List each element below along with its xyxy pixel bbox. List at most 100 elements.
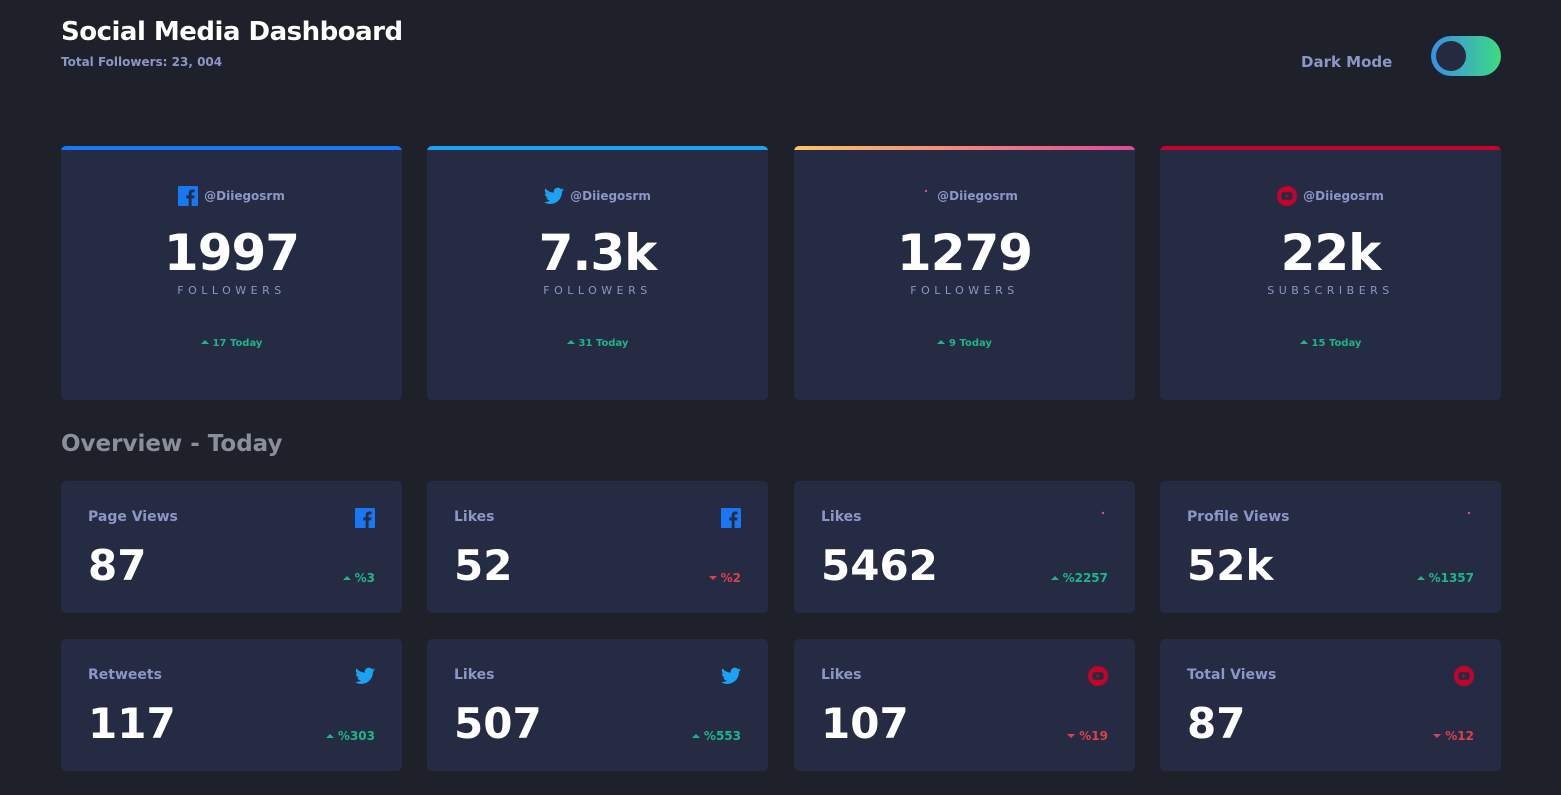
overview-label: Likes [454, 509, 495, 525]
caret-down-icon [1433, 733, 1442, 738]
dark-mode-label: Dark Mode [1301, 53, 1393, 71]
handle-text: @Diiegosrm [204, 189, 285, 203]
overview-value: 107 [821, 699, 909, 748]
overview-change-text: %19 [1079, 729, 1108, 743]
overview-label: Likes [821, 509, 862, 525]
handle-text: @Diiegosrm [570, 189, 651, 203]
card-top-bar [61, 146, 402, 150]
overview-change-text: %3 [354, 571, 375, 585]
caret-up-icon [325, 733, 334, 738]
toggle-knob [1436, 41, 1466, 71]
follower-card-facebook[interactable]: @Diiegosrm 1997 FOLLOWERS 17 Today [61, 146, 402, 400]
overview-title: Overview - Today [61, 431, 283, 457]
overview-value: 87 [1187, 699, 1246, 748]
follower-count: 1997 [163, 224, 300, 282]
caret-up-icon [566, 340, 575, 344]
handle-text: @Diiegosrm [937, 189, 1018, 203]
today-change: 15 Today [1160, 338, 1501, 349]
overview-change: %553 [691, 729, 741, 743]
instagram-icon [1088, 508, 1108, 528]
today-change: 31 Today [427, 338, 768, 349]
header: Social Media Dashboard Total Followers: … [61, 17, 403, 69]
card-handle: @Diiegosrm [1160, 186, 1501, 206]
overview-change-text: %12 [1445, 729, 1474, 743]
today-change: 9 Today [794, 338, 1135, 349]
card-handle: @Diiegosrm [427, 186, 768, 206]
today-change-text: 15 Today [1311, 338, 1362, 349]
caret-down-icon [708, 575, 717, 580]
card-top-bar [794, 146, 1135, 150]
handle-text: @Diiegosrm [1303, 189, 1384, 203]
overview-label: Likes [821, 667, 862, 683]
facebook-icon [178, 186, 199, 206]
overview-card[interactable]: Likes 507 %553 [427, 639, 768, 771]
overview-label: Total Views [1187, 667, 1277, 683]
overview-change: %1357 [1416, 571, 1474, 585]
follower-unit: FOLLOWERS [177, 284, 286, 297]
today-change-text: 31 Today [578, 338, 629, 349]
card-top-bar [1160, 146, 1501, 150]
overview-change: %303 [325, 729, 375, 743]
card-top-bar [427, 146, 768, 150]
overview-change: %3 [342, 571, 375, 585]
follower-unit: FOLLOWERS [910, 284, 1019, 297]
overview-label: Retweets [88, 667, 162, 683]
overview-card[interactable]: Retweets 117 %303 [61, 639, 402, 771]
today-change-text: 17 Today [212, 338, 263, 349]
overview-change: %2257 [1050, 571, 1108, 585]
today-change: 17 Today [61, 338, 402, 349]
overview-change: %19 [1067, 729, 1108, 743]
instagram-icon [911, 186, 931, 206]
overview-change-text: %303 [337, 729, 375, 743]
overview-value: 52 [454, 541, 513, 590]
overview-card[interactable]: Page Views 87 %3 [61, 481, 402, 613]
twitter-icon [544, 186, 565, 206]
overview-change-text: %1357 [1428, 571, 1474, 585]
overview-label: Profile Views [1187, 509, 1290, 525]
overview-card[interactable]: Likes 5462 %2257 [794, 481, 1135, 613]
caret-down-icon [1067, 733, 1076, 738]
overview-card[interactable]: Profile Views 52k %1357 [1160, 481, 1501, 613]
follower-card-twitter[interactable]: @Diiegosrm 7.3k FOLLOWERS 31 Today [427, 146, 768, 400]
dark-mode-toggle[interactable] [1431, 36, 1501, 76]
caret-up-icon [1416, 575, 1425, 580]
overview-value: 507 [454, 699, 542, 748]
card-handle: @Diiegosrm [61, 186, 402, 206]
page-title: Social Media Dashboard [61, 17, 403, 47]
twitter-icon [721, 666, 741, 686]
follower-count: 1279 [896, 224, 1033, 282]
caret-up-icon [691, 733, 700, 738]
total-followers: Total Followers: 23, 004 [61, 55, 223, 69]
follower-card-youtube[interactable]: @Diiegosrm 22k SUBSCRIBERS 15 Today [1160, 146, 1501, 400]
overview-value: 52k [1187, 541, 1274, 590]
facebook-icon [721, 508, 741, 528]
overview-change-text: %2257 [1062, 571, 1108, 585]
follower-unit: SUBSCRIBERS [1267, 284, 1394, 297]
overview-card[interactable]: Likes 52 %2 [427, 481, 768, 613]
overview-value: 117 [88, 699, 176, 748]
follower-cards: @Diiegosrm 1997 FOLLOWERS 17 Today @Diie… [61, 146, 1501, 400]
facebook-icon [355, 508, 375, 528]
youtube-icon [1088, 666, 1108, 686]
overview-card[interactable]: Likes 107 %19 [794, 639, 1135, 771]
overview-value: 5462 [821, 541, 938, 590]
twitter-icon [355, 666, 375, 686]
caret-up-icon [342, 575, 351, 580]
overview-change: %2 [708, 571, 741, 585]
caret-up-icon [1299, 340, 1308, 344]
follower-count: 22k [1280, 224, 1382, 282]
follower-count: 7.3k [538, 224, 658, 282]
caret-up-icon [200, 340, 209, 344]
overview-value: 87 [88, 541, 147, 590]
youtube-icon [1454, 666, 1474, 686]
overview-card[interactable]: Total Views 87 %12 [1160, 639, 1501, 771]
follower-card-instagram[interactable]: @Diiegosrm 1279 FOLLOWERS 9 Today [794, 146, 1135, 400]
overview-change-text: %553 [703, 729, 741, 743]
follower-unit: FOLLOWERS [543, 284, 652, 297]
instagram-icon [1454, 508, 1474, 528]
overview-change: %12 [1433, 729, 1474, 743]
youtube-icon [1277, 186, 1298, 206]
overview-label: Page Views [88, 509, 178, 525]
card-handle: @Diiegosrm [794, 186, 1135, 206]
today-change-text: 9 Today [949, 338, 992, 349]
